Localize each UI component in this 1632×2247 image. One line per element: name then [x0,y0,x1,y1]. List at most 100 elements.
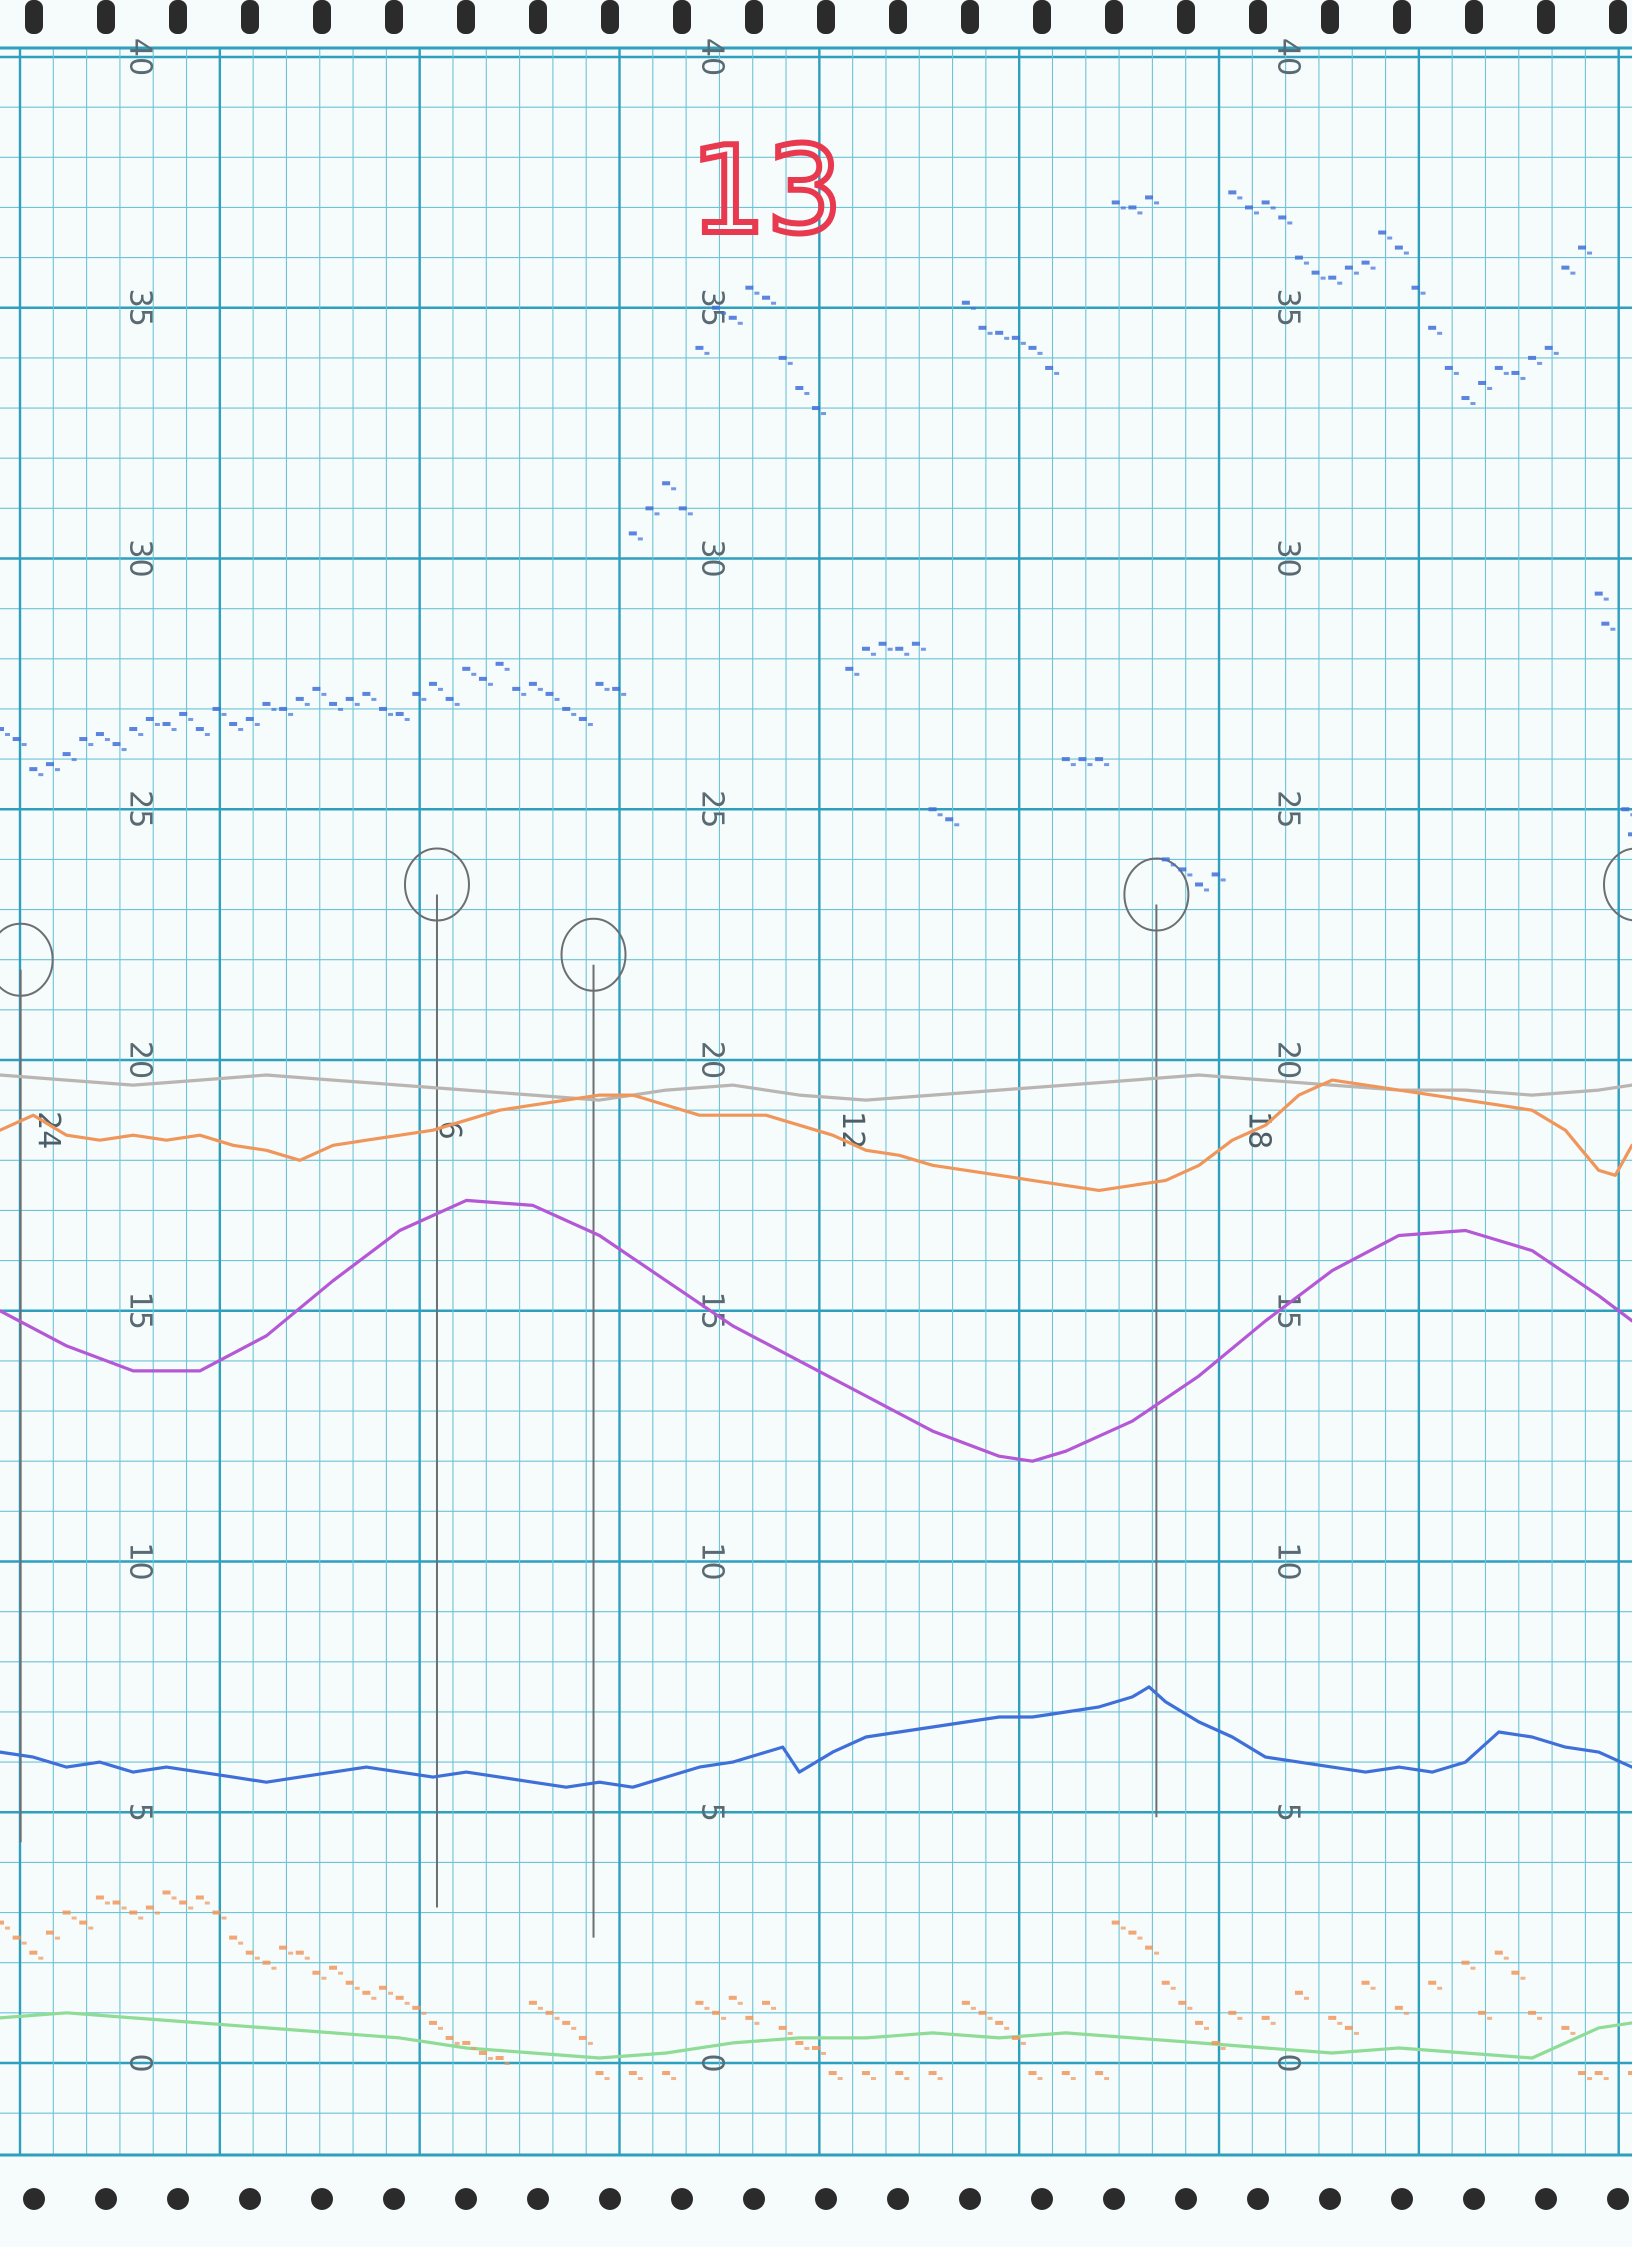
series-point [1195,882,1204,887]
series-point-jitter [1337,2021,1343,2025]
series-point-jitter [1353,271,1359,275]
y-tick-label: 25 [123,790,158,828]
series-point [345,1980,354,1985]
series-point-jitter [737,321,743,325]
series-point-jitter [1154,1951,1160,1955]
series-point [1228,190,1237,195]
series-point [445,696,454,701]
sprocket-hole-bottom [1607,2188,1629,2210]
series-point-jitter [737,2001,743,2005]
series-point-jitter [904,2077,910,2081]
y-tick-label: 35 [1271,289,1306,327]
series-point [695,345,704,350]
series-point [662,2071,671,2076]
sprocket-hole-bottom [743,2188,765,2210]
series-point-jitter [487,682,493,686]
series-point-jitter [487,2056,493,2060]
series-point-jitter [970,2006,976,2010]
series-point [79,737,88,742]
series-point [62,1910,71,1915]
series-point [728,1995,737,2000]
series-point-jitter [1237,196,1243,200]
series-point-jitter [21,1941,27,1945]
series-point [928,807,937,812]
series-point-jitter [1004,336,1010,340]
y-tick-label: 30 [1271,539,1306,577]
series-point-jitter [787,361,793,365]
sprocket-hole-top [1537,0,1555,34]
series-point [895,2071,904,2076]
series-point [1211,872,1220,877]
series-point [362,691,371,696]
series-point-jitter [354,1986,360,1990]
series-point-jitter [970,306,976,310]
series-point [145,1905,154,1910]
hour-marker-label: 6 [432,1121,467,1140]
sprocket-hole-top [241,0,259,34]
series-point-jitter [754,291,760,295]
series-point-jitter [154,722,160,726]
series-point-jitter [554,2016,560,2020]
series-point [678,506,687,511]
sprocket-hole-bottom [1319,2188,1341,2210]
series-point-jitter [821,412,826,416]
sprocket-hole-top [1033,0,1051,34]
series-point-jitter [38,1956,44,1960]
series-point-jitter [1070,763,1076,767]
series-point-jitter [204,1901,210,1905]
series-point [428,2020,437,2025]
series-point-jitter [1570,2031,1576,2035]
series-point [1628,832,1632,837]
sprocket-hole-bottom [23,2188,45,2210]
sprocket-hole-bottom [239,2188,261,2210]
series-point-jitter [721,2016,727,2020]
series-point [462,2040,471,2045]
series-point [1561,2025,1570,2030]
series-point [295,696,304,701]
sprocket-hole-bottom [1103,2188,1125,2210]
series-point [1494,1950,1503,1955]
y-tick-label: 20 [1271,1041,1306,1079]
series-point-jitter [837,2077,843,2081]
series-point-jitter [1020,2041,1026,2045]
series-point-jitter [1437,331,1443,335]
series-point-jitter [1220,878,1226,882]
series-point [878,641,887,646]
series-point-jitter [138,1916,144,1920]
series-point-jitter [1470,402,1476,406]
series-point-jitter [1037,351,1043,355]
series-point-jitter [1570,271,1576,275]
series-point [95,1895,104,1900]
series-point-jitter [887,647,893,651]
series-point-jitter [704,351,710,355]
series-point [545,2010,554,2015]
series-point-jitter [321,1976,327,1980]
series-point-jitter [421,697,427,701]
series-point [1528,355,1537,360]
series-point [1261,2015,1270,2020]
series-point-jitter [1437,1986,1443,1990]
y-tick-label: 0 [1271,2053,1306,2072]
sprocket-hole-bottom [1247,2188,1269,2210]
series-point [1128,205,1137,210]
series-point [62,752,71,757]
series-point-jitter [1610,627,1616,631]
series-point [978,325,987,330]
series-point [1394,245,1403,250]
sprocket-hole-top [1321,0,1339,34]
series-point [229,721,238,726]
y-tick-label: 5 [695,1803,730,1822]
series-point-jitter [288,712,294,716]
y-tick-label: 0 [695,2053,730,2072]
series-point-jitter [71,1916,77,1920]
series-point [645,506,654,511]
series-point [179,711,188,716]
series-point [1578,245,1587,250]
series-point [1111,200,1120,205]
series-point [528,2000,537,2005]
series-point-jitter [1253,211,1259,215]
series-point [528,681,537,686]
sprocket-hole-top [529,0,547,34]
series-point [95,732,104,737]
series-point-jitter [338,1971,344,1975]
